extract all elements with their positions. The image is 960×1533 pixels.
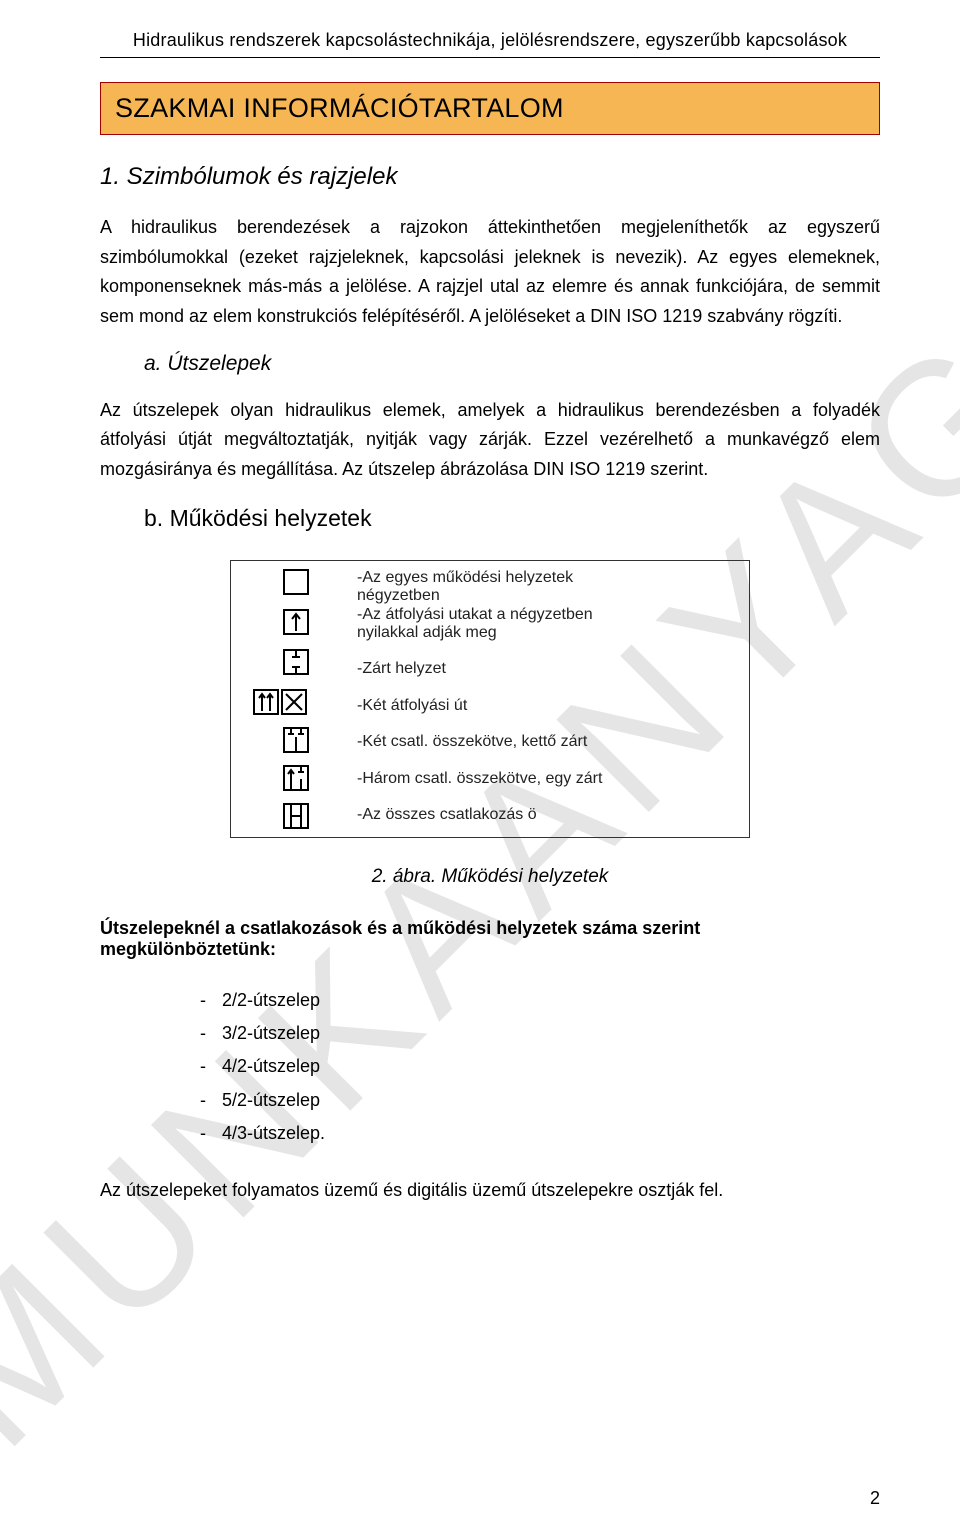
list-item: 4/3-útszelep. (200, 1117, 880, 1150)
symbol-square-two-closed (283, 727, 309, 753)
section-heading: 1. Szimbólumok és rajzjelek (100, 163, 880, 191)
figure-symbols-column (231, 561, 353, 837)
symbol-square-arrow-up (283, 609, 309, 635)
header-divider (100, 57, 880, 58)
fig-txt-4: -Két átfolyási út (357, 697, 739, 715)
fig-txt-2b: nyilakkal adják meg (357, 624, 739, 642)
figure-block: -Az egyes működési helyzetek négyzetben … (230, 560, 750, 838)
classification-line: Útszelepeknél a csatlakozások és a működ… (100, 918, 880, 960)
figure-labels-column: -Az egyes működési helyzetek négyzetben … (353, 561, 749, 837)
paragraph-intro: A hidraulikus berendezések a rajzokon át… (100, 213, 880, 332)
subheading-b: b. Működési helyzetek (144, 505, 880, 532)
list-item: 2/2-útszelep (200, 984, 880, 1017)
figure-caption: 2. ábra. Működési helyzetek (100, 866, 880, 888)
fig-txt-1a: -Az egyes működési helyzetek (357, 569, 739, 587)
symbol-square-cross (281, 689, 307, 715)
symbol-square-empty (283, 569, 309, 595)
page-number: 2 (870, 1488, 880, 1509)
list-item: 3/2-útszelep (200, 1017, 880, 1050)
valve-list: 2/2-útszelep 3/2-útszelep 4/2-útszelep 5… (200, 984, 880, 1150)
subheading-a: a. Útszelepek (144, 352, 880, 376)
list-item: 5/2-útszelep (200, 1084, 880, 1117)
title-box: SZAKMAI INFORMÁCIÓTARTALOM (100, 82, 880, 135)
paragraph-utszelepek: Az útszelepek olyan hidraulikus elemek, … (100, 396, 880, 485)
title-box-text: SZAKMAI INFORMÁCIÓTARTALOM (115, 93, 865, 124)
symbol-square-three-one (283, 765, 309, 791)
closing-paragraph: Az útszelepeket folyamatos üzemű és digi… (100, 1176, 880, 1206)
fig-txt-5: -Két csatl. összekötve, kettő zárt (357, 733, 739, 751)
fig-txt-3: -Zárt helyzet (357, 660, 739, 678)
symbol-square-closed (283, 649, 309, 675)
fig-txt-6: -Három csatl. összekötve, egy zárt (357, 770, 739, 788)
fig-txt-1b: négyzetben (357, 587, 739, 605)
fig-txt-2a: -Az átfolyási utakat a négyzetben (357, 606, 739, 624)
symbol-square-parallel (253, 689, 279, 715)
symbol-square-all (283, 803, 309, 829)
fig-txt-7: -Az összes csatlakozás ö (357, 806, 739, 824)
list-item: 4/2-útszelep (200, 1050, 880, 1083)
running-header: Hidraulikus rendszerek kapcsolástechniká… (100, 30, 880, 51)
